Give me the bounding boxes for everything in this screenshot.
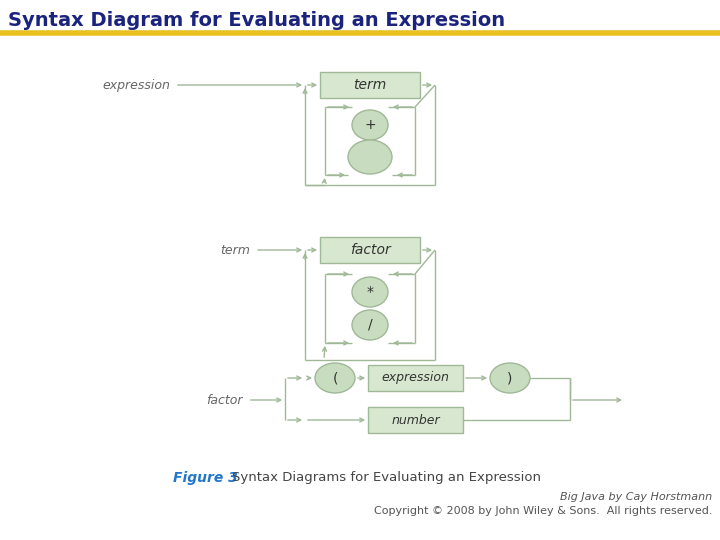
Text: expression: expression xyxy=(382,372,449,384)
Text: factor: factor xyxy=(350,243,390,257)
Text: (: ( xyxy=(332,371,338,385)
FancyBboxPatch shape xyxy=(320,72,420,98)
Text: Copyright © 2008 by John Wiley & Sons.  All rights reserved.: Copyright © 2008 by John Wiley & Sons. A… xyxy=(374,506,712,516)
Text: Big Java by Cay Horstmann: Big Java by Cay Horstmann xyxy=(560,492,712,502)
Ellipse shape xyxy=(352,310,388,340)
FancyBboxPatch shape xyxy=(320,237,420,263)
Text: /: / xyxy=(368,318,372,332)
FancyBboxPatch shape xyxy=(368,407,463,433)
Text: ): ) xyxy=(508,371,513,385)
Text: +: + xyxy=(364,118,376,132)
Text: term: term xyxy=(220,244,250,256)
Text: Syntax Diagram for Evaluating an Expression: Syntax Diagram for Evaluating an Express… xyxy=(8,10,505,30)
Ellipse shape xyxy=(352,110,388,140)
FancyBboxPatch shape xyxy=(368,365,463,391)
Text: number: number xyxy=(391,414,440,427)
Text: factor: factor xyxy=(207,394,243,407)
Text: Figure 3: Figure 3 xyxy=(173,471,238,485)
Text: *: * xyxy=(366,285,374,299)
Ellipse shape xyxy=(348,140,392,174)
Ellipse shape xyxy=(315,363,355,393)
Text: Syntax Diagrams for Evaluating an Expression: Syntax Diagrams for Evaluating an Expres… xyxy=(232,471,541,484)
Text: term: term xyxy=(354,78,387,92)
Ellipse shape xyxy=(352,277,388,307)
Text: expression: expression xyxy=(102,78,170,91)
Ellipse shape xyxy=(490,363,530,393)
